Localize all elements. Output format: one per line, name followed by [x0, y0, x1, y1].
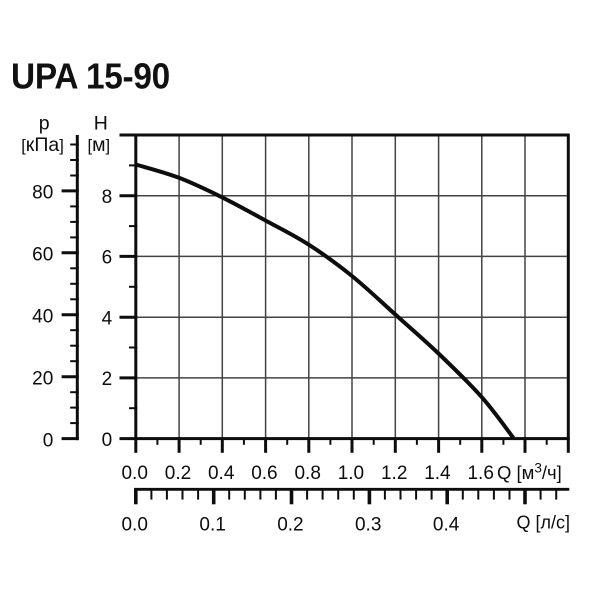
svg-text:0.6: 0.6	[251, 463, 277, 484]
svg-text:0.4: 0.4	[208, 463, 235, 484]
svg-text:2: 2	[102, 369, 113, 390]
svg-text:0.8: 0.8	[294, 463, 320, 484]
svg-text:p: p	[39, 113, 50, 135]
svg-text:4: 4	[102, 308, 113, 329]
svg-text:0: 0	[43, 430, 54, 451]
svg-text:1.0: 1.0	[338, 463, 364, 484]
svg-text:[кПа]: [кПа]	[21, 134, 64, 156]
svg-text:[м]: [м]	[88, 134, 111, 156]
svg-text:0.2: 0.2	[165, 463, 191, 484]
svg-text:20: 20	[32, 369, 53, 390]
svg-text:80: 80	[32, 183, 53, 204]
svg-text:0.3: 0.3	[355, 515, 381, 536]
svg-text:1.6: 1.6	[467, 463, 493, 484]
svg-text:1.4: 1.4	[424, 463, 451, 484]
svg-text:0.2: 0.2	[277, 515, 303, 536]
svg-text:H: H	[94, 113, 108, 135]
svg-text:0.0: 0.0	[121, 515, 147, 536]
svg-text:60: 60	[32, 245, 53, 266]
svg-text:8: 8	[102, 187, 113, 208]
svg-text:Q [м3/ч]: Q [м3/ч]	[497, 461, 562, 483]
svg-text:40: 40	[32, 307, 53, 328]
svg-text:0.4: 0.4	[433, 515, 460, 536]
svg-text:0.0: 0.0	[121, 463, 147, 484]
svg-text:0: 0	[102, 430, 113, 451]
svg-text:0.1: 0.1	[199, 515, 225, 536]
svg-text:UPA 15-90: UPA 15-90	[11, 56, 170, 97]
svg-text:1.2: 1.2	[381, 463, 407, 484]
svg-text:6: 6	[102, 248, 113, 269]
svg-text:Q [л/с]: Q [л/с]	[517, 513, 571, 533]
